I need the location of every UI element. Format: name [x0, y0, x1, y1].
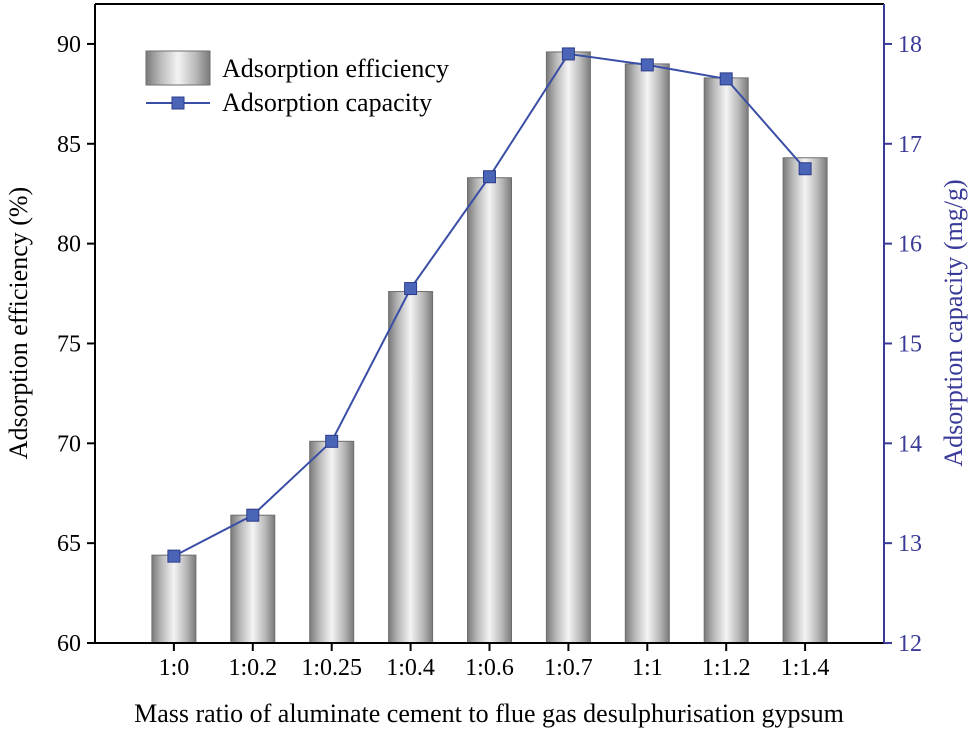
capacity-marker-1:1.2 — [719, 72, 733, 86]
y-left-tick-label: 60 — [57, 631, 81, 657]
x-tick-label-1:0.6: 1:0.6 — [465, 655, 514, 681]
capacity-marker-1:0.4 — [404, 282, 418, 296]
y-left-tick-label: 65 — [57, 531, 81, 557]
bar-1:0.2 — [230, 514, 276, 644]
y-axis-left-title: Adsorption efficiency (%) — [4, 187, 33, 459]
y-right-tick-label: 14 — [898, 431, 922, 457]
legend-marker-swatch — [171, 96, 185, 110]
y-left-tick-label: 80 — [57, 232, 81, 258]
capacity-marker-1:1 — [640, 58, 654, 72]
legend-label-capacity: Adsorption capacity — [222, 88, 432, 117]
legend-bar-swatch — [145, 50, 211, 86]
y-left-tick-label: 85 — [57, 132, 81, 158]
bar-1:0.25 — [309, 440, 355, 644]
bar-1:1 — [624, 63, 670, 644]
x-tick-label-1:0.7: 1:0.7 — [544, 655, 593, 681]
y-left-tick-label: 75 — [57, 331, 81, 357]
legend: Adsorption efficiency Adsorption capacit… — [145, 50, 449, 117]
capacity-marker-1:0.7 — [561, 47, 575, 61]
ticks-layer: 60 65 70 75 80 85 90 12 13 14 15 16 17 18 1:0 1:0.2 1:0.… — [57, 32, 922, 681]
legend-label-efficiency: Adsorption efficiency — [222, 54, 449, 83]
x-tick-label-1:0: 1:0 — [159, 655, 190, 681]
y-axis-right-title: Adsorption capacity (mg/g) — [939, 179, 968, 466]
y-right-tick-label: 15 — [898, 331, 922, 357]
y-left-tick-label: 90 — [57, 32, 81, 58]
x-tick-label-1:0.25: 1:0.25 — [301, 655, 362, 681]
capacity-marker-1:0.2 — [246, 508, 260, 522]
bar-1:1.4 — [782, 157, 828, 644]
y-right-tick-label: 13 — [898, 531, 922, 557]
capacity-marker-1:0 — [167, 549, 181, 563]
bar-1:0.7 — [545, 51, 591, 644]
bar-1:0.6 — [467, 177, 512, 644]
x-tick-label-1:1.2: 1:1.2 — [702, 655, 751, 681]
y-left-tick-label: 70 — [57, 431, 81, 457]
line-layer — [167, 47, 812, 563]
bar-1:0.4 — [388, 291, 434, 644]
x-axis-title: Mass ratio of aluminate cement to flue g… — [134, 699, 844, 728]
bars-layer — [151, 51, 828, 644]
capacity-marker-1:0.25 — [325, 434, 339, 448]
capacity-marker-1:0.6 — [483, 170, 496, 184]
bar-1:1.2 — [703, 77, 749, 644]
y-right-tick-label: 17 — [898, 132, 922, 158]
bar-1:0 — [151, 554, 197, 644]
x-tick-label-1:1.4: 1:1.4 — [781, 655, 830, 681]
capacity-marker-1:1.4 — [798, 162, 812, 176]
y-right-tick-label: 16 — [898, 232, 922, 258]
x-tick-label-1:1: 1:1 — [632, 655, 663, 681]
x-tick-label-1:0.4: 1:0.4 — [386, 655, 435, 681]
y-right-tick-label: 12 — [898, 631, 922, 657]
y-right-tick-label: 18 — [898, 32, 922, 58]
x-tick-label-1:0.2: 1:0.2 — [228, 655, 277, 681]
